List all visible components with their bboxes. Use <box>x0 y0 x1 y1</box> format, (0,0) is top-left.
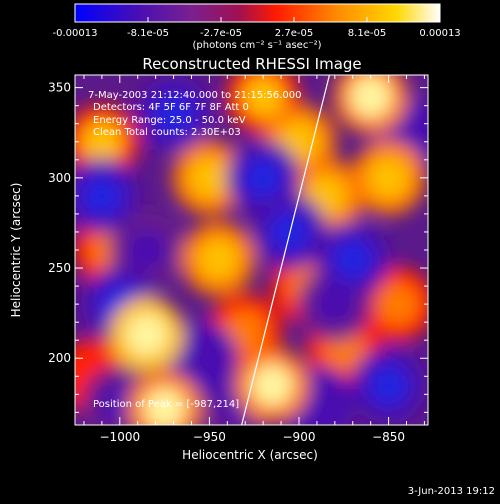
heatmap-blob <box>251 364 294 407</box>
generation-date: 3-Jun-2013 19:12 <box>408 486 495 497</box>
colorbar-tick-label: -8.1e-05 <box>127 28 169 39</box>
heatmap-blob <box>367 364 410 407</box>
heatmap-blob <box>376 283 419 326</box>
colorbar-unit-label: (photons cm⁻² s⁻¹ asec⁻²) <box>192 40 321 51</box>
colorbar-ticks: -0.00013 -8.1e-05 -2.7e-05 2.7e-05 8.1e-05 0.… <box>53 17 461 39</box>
heatmap-blobs <box>75 75 428 425</box>
heatmap-blob <box>143 387 186 425</box>
x-tick-label: −950 <box>193 430 226 444</box>
plot-area: −1000 −950 −900 −850 200 250 300 350 7-May-2003… <box>48 74 429 444</box>
y-tick-label: 300 <box>48 171 71 185</box>
annotation-energy: Energy Range: 25.0 - 50.0 keV <box>93 115 246 126</box>
heatmap-blob <box>188 156 231 199</box>
y-tick-label: 350 <box>48 81 71 95</box>
colorbar-gradient <box>74 3 441 23</box>
heatmap-blob <box>242 156 285 199</box>
axis-ticks: −1000 −950 −900 −850 200 250 300 350 <box>48 75 428 444</box>
heatmap-blob <box>179 337 222 380</box>
y-tick-label: 250 <box>48 261 71 275</box>
limb-line <box>241 75 331 425</box>
y-tick-label: 200 <box>48 351 71 365</box>
heatmap-blob <box>125 313 168 356</box>
colorbar-tick-label: -2.7e-05 <box>200 28 242 39</box>
heatmap-blob <box>125 228 168 272</box>
x-tick-label: −900 <box>283 430 316 444</box>
annotation-detectors: Detectors: 4F 5F 6F 7F 8F Att 0 <box>93 102 249 113</box>
colorbar-tick-label: 2.7e-05 <box>275 28 313 39</box>
heatmap-blob <box>349 75 392 118</box>
x-tick-label: −850 <box>372 430 405 444</box>
x-axis-label: Heliocentric X (arcsec) <box>182 448 318 462</box>
x-tick-label: −1000 <box>100 430 141 444</box>
chart-title: Reconstructed RHESSI Image <box>142 55 361 73</box>
heatmap-blob <box>242 75 285 118</box>
annotation-peak: Position of Peak = [-987,214] <box>93 399 239 410</box>
heatmap-blob <box>367 156 410 199</box>
heatmap-blob <box>331 237 374 281</box>
annotation-time: 7-May-2003 21:12:40.000 to 21:15:56.000 <box>88 90 301 101</box>
heatmap-blob <box>152 93 195 136</box>
colorbar-tick-label: 0.00013 <box>419 28 460 39</box>
colorbar: -0.00013 -8.1e-05 -2.7e-05 2.7e-05 8.1e-05 0.… <box>53 3 461 51</box>
heatmap-blob <box>197 237 240 281</box>
colorbar-tick-label: 8.1e-05 <box>348 28 386 39</box>
y-axis-label: Heliocentric Y (arcsec) <box>9 183 23 318</box>
heatmap-blob <box>224 310 267 353</box>
heatmap-blob <box>80 120 123 163</box>
colorbar-tick-label: -0.00013 <box>53 28 98 39</box>
annotation-clean: Clean Total counts: 2.30E+03 <box>93 127 241 138</box>
heatmap-blob <box>80 174 123 217</box>
